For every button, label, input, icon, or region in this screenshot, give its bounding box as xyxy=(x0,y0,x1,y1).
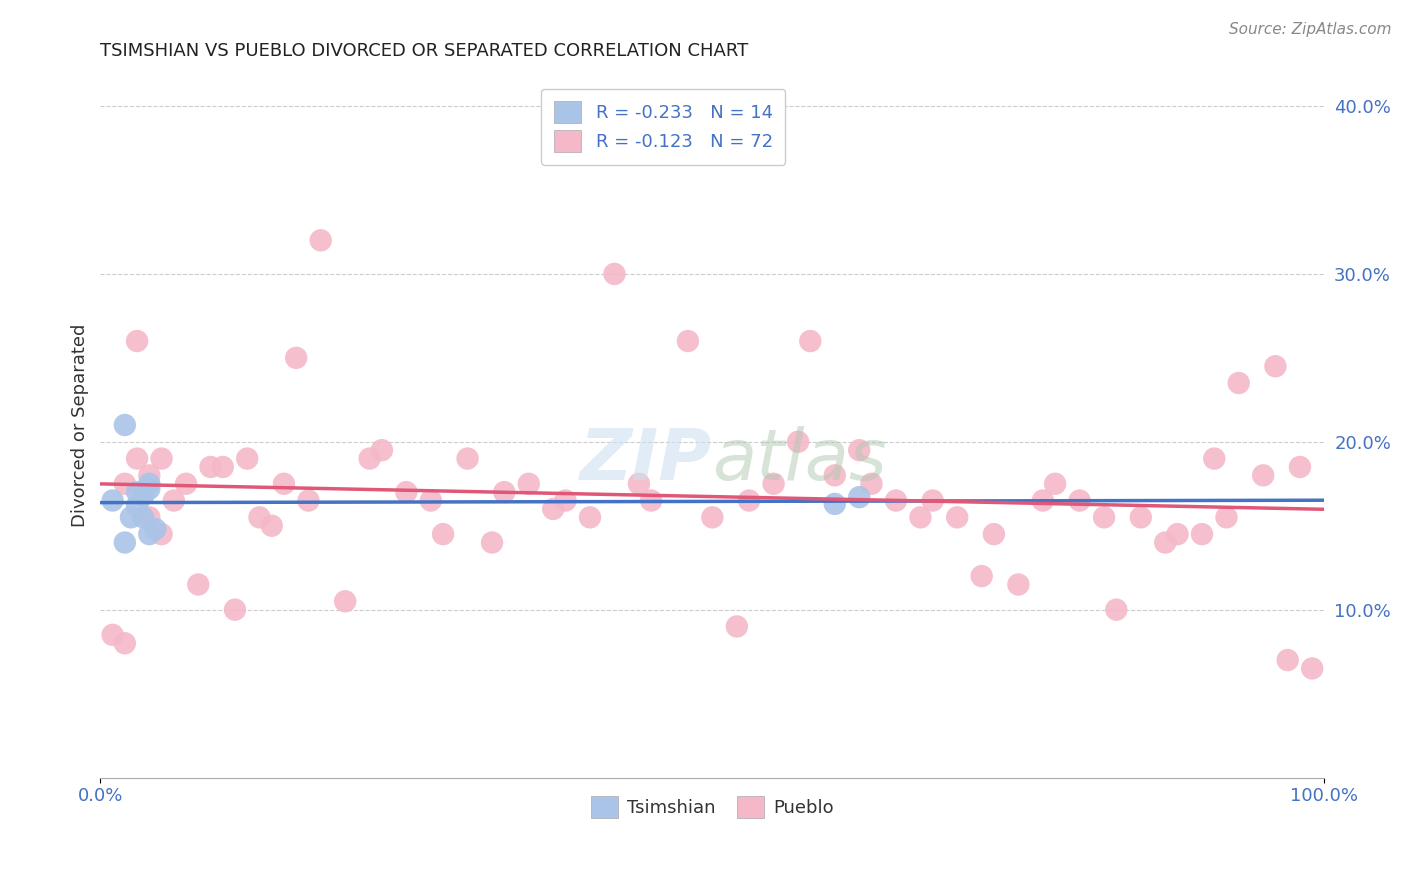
Point xyxy=(627,476,650,491)
Text: atlas: atlas xyxy=(713,425,887,495)
Point xyxy=(1105,602,1128,616)
Point xyxy=(138,468,160,483)
Point xyxy=(174,476,197,491)
Point xyxy=(1092,510,1115,524)
Point xyxy=(457,451,479,466)
Point xyxy=(640,493,662,508)
Point xyxy=(309,233,332,247)
Point xyxy=(1204,451,1226,466)
Point xyxy=(1032,493,1054,508)
Point xyxy=(101,493,124,508)
Point xyxy=(187,577,209,591)
Point xyxy=(762,476,785,491)
Point xyxy=(419,493,441,508)
Point xyxy=(125,334,148,348)
Point xyxy=(249,510,271,524)
Point xyxy=(702,510,724,524)
Text: ZIP: ZIP xyxy=(581,425,713,495)
Point xyxy=(285,351,308,365)
Point xyxy=(138,476,160,491)
Point xyxy=(224,602,246,616)
Point xyxy=(132,489,155,503)
Point xyxy=(1191,527,1213,541)
Point xyxy=(138,482,160,496)
Point xyxy=(738,493,761,508)
Point xyxy=(1069,493,1091,508)
Legend: Tsimshian, Pueblo: Tsimshian, Pueblo xyxy=(583,789,841,825)
Point xyxy=(799,334,821,348)
Point xyxy=(432,527,454,541)
Point xyxy=(884,493,907,508)
Point xyxy=(1277,653,1299,667)
Point xyxy=(114,636,136,650)
Point xyxy=(676,334,699,348)
Point xyxy=(970,569,993,583)
Point xyxy=(145,522,167,536)
Point xyxy=(1215,510,1237,524)
Point xyxy=(125,485,148,500)
Point xyxy=(725,619,748,633)
Point xyxy=(150,451,173,466)
Point xyxy=(333,594,356,608)
Point xyxy=(236,451,259,466)
Point xyxy=(200,460,222,475)
Point xyxy=(946,510,969,524)
Point xyxy=(517,476,540,491)
Point xyxy=(1166,527,1188,541)
Point xyxy=(1301,661,1323,675)
Point xyxy=(921,493,943,508)
Text: Source: ZipAtlas.com: Source: ZipAtlas.com xyxy=(1229,22,1392,37)
Point xyxy=(824,468,846,483)
Point xyxy=(848,490,870,504)
Point xyxy=(114,476,136,491)
Point xyxy=(1043,476,1066,491)
Point xyxy=(395,485,418,500)
Point xyxy=(163,493,186,508)
Point xyxy=(150,527,173,541)
Point xyxy=(138,510,160,524)
Point xyxy=(1129,510,1152,524)
Point xyxy=(125,451,148,466)
Point xyxy=(114,417,136,432)
Text: TSIMSHIAN VS PUEBLO DIVORCED OR SEPARATED CORRELATION CHART: TSIMSHIAN VS PUEBLO DIVORCED OR SEPARATE… xyxy=(100,42,748,60)
Point xyxy=(1251,468,1274,483)
Point xyxy=(603,267,626,281)
Point xyxy=(132,510,155,524)
Point xyxy=(1007,577,1029,591)
Point xyxy=(101,628,124,642)
Point xyxy=(860,476,883,491)
Point xyxy=(579,510,602,524)
Point xyxy=(1227,376,1250,390)
Point xyxy=(260,518,283,533)
Point xyxy=(848,443,870,458)
Point xyxy=(1154,535,1177,549)
Point xyxy=(554,493,576,508)
Point xyxy=(983,527,1005,541)
Point xyxy=(541,502,564,516)
Point xyxy=(114,535,136,549)
Point xyxy=(273,476,295,491)
Point xyxy=(359,451,381,466)
Point xyxy=(787,434,810,449)
Point xyxy=(297,493,319,508)
Y-axis label: Divorced or Separated: Divorced or Separated xyxy=(72,323,89,526)
Point xyxy=(211,460,233,475)
Point xyxy=(371,443,394,458)
Point xyxy=(1289,460,1312,475)
Point xyxy=(138,527,160,541)
Point xyxy=(494,485,516,500)
Point xyxy=(910,510,932,524)
Point xyxy=(824,497,846,511)
Point xyxy=(120,510,142,524)
Point xyxy=(1264,359,1286,374)
Point xyxy=(481,535,503,549)
Point xyxy=(125,499,148,513)
